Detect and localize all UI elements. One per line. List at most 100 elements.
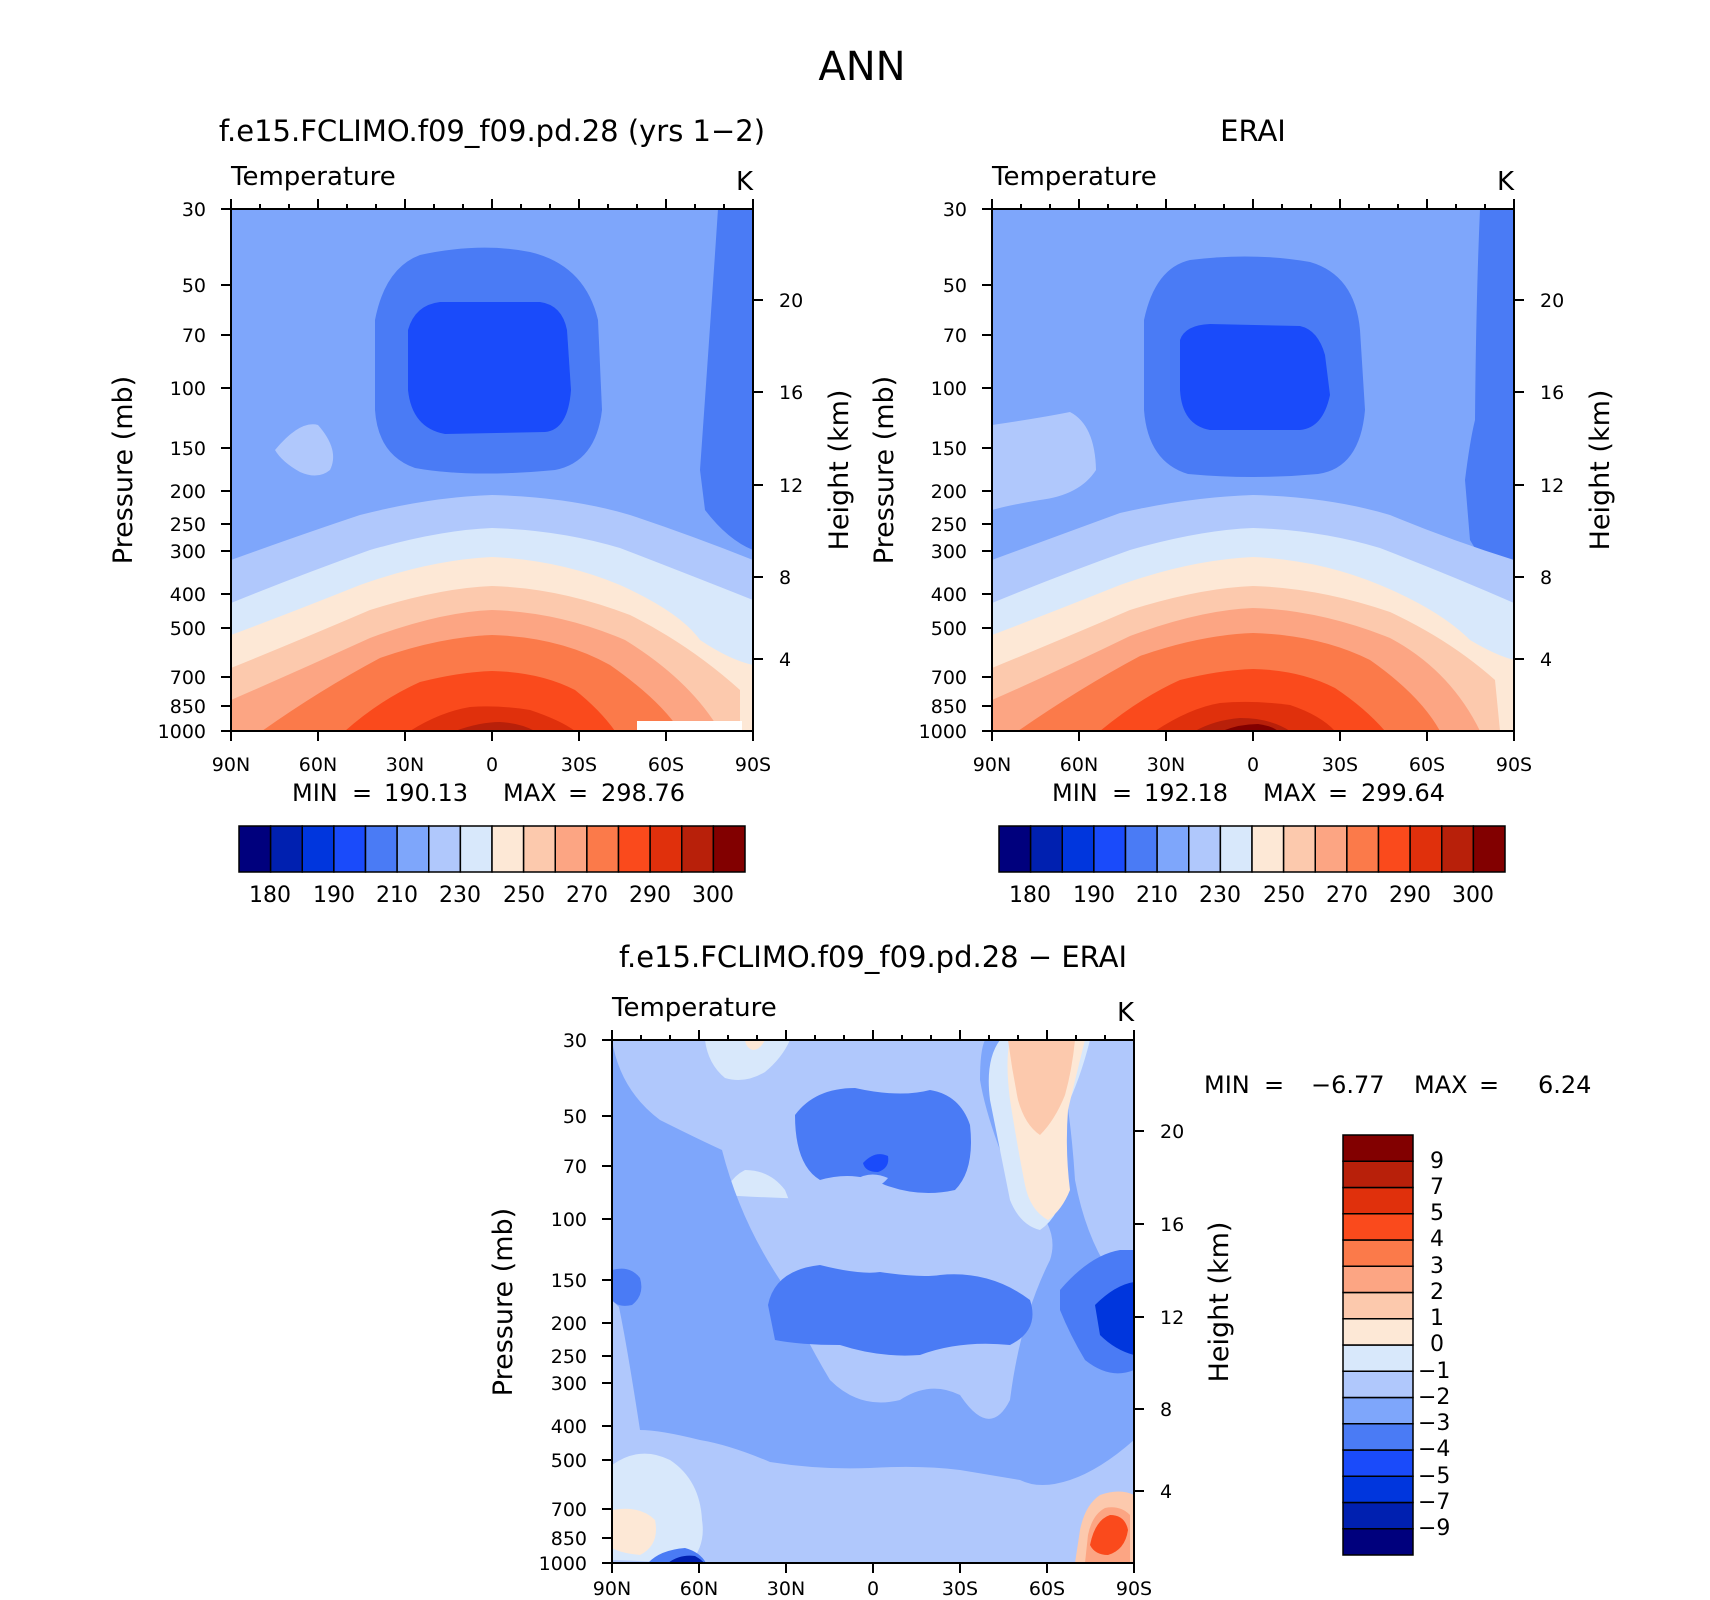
x-tick-label: 0 <box>867 1578 879 1600</box>
colorbar-swatch <box>491 825 525 873</box>
colorbar-label: 230 <box>439 883 481 908</box>
min-equals: = <box>1112 779 1132 807</box>
y-tick-label: 250 <box>551 1346 587 1368</box>
contour-fill <box>863 1154 889 1172</box>
colorbar-swatch <box>998 825 1032 873</box>
colorbar-swatch <box>1342 1423 1414 1451</box>
min-label: MIN <box>292 779 338 807</box>
x-tick-label: 60S <box>1409 754 1445 776</box>
max-label: MAX <box>503 779 557 807</box>
colorbar-swatch <box>1342 1291 1414 1320</box>
y-tick-label: 400 <box>551 1416 587 1438</box>
colorbar-label: 190 <box>1073 883 1115 908</box>
colorbar-label: 250 <box>503 883 545 908</box>
panel-obs: ERAI Temperature K 90N <box>869 114 1616 908</box>
y-tick-label: 150 <box>170 438 206 460</box>
colorbar-swatch <box>1342 1160 1414 1189</box>
x-tick-label: 90S <box>1116 1578 1152 1600</box>
colorbar-swatch <box>1409 825 1443 873</box>
colorbar-label: 0 <box>1430 1332 1444 1357</box>
y-tick-label: 200 <box>170 481 206 503</box>
colorbar-swatch <box>1342 1528 1414 1556</box>
y2-tick-label: 8 <box>779 567 791 589</box>
colorbar-swatch <box>1029 825 1063 873</box>
panel-diff-x-labels: 90N 60N 30N 0 30S 60S 90S <box>593 1578 1152 1600</box>
y-tick-label: 30 <box>182 199 206 221</box>
colorbar-label: 300 <box>1452 883 1494 908</box>
y-tick-label: 250 <box>170 514 206 536</box>
x-tick-label: 90S <box>735 754 771 776</box>
y2-tick-label: 4 <box>1540 649 1552 671</box>
panel-model-title: f.e15.FCLIMO.f09_f09.pd.28 (yrs 1−2) <box>219 114 765 148</box>
colorbar-swatch <box>301 825 335 873</box>
panel-diff-ylabel: Pressure (mb) <box>488 1208 519 1396</box>
contour-fill <box>700 209 753 550</box>
y-tick-label: 70 <box>943 325 967 347</box>
y-tick-label: 400 <box>931 584 967 606</box>
x-tick-label: 0 <box>486 754 498 776</box>
min-label: MIN <box>1052 779 1098 807</box>
panel-obs-left-label: Temperature <box>991 162 1157 192</box>
colorbar-swatch <box>1441 825 1475 873</box>
panel-diff-left-label: Temperature <box>611 993 777 1023</box>
x-tick-label: 30S <box>1322 754 1358 776</box>
colorbar-label: −4 <box>1418 1437 1450 1462</box>
panel-obs-colorbar <box>998 825 1506 873</box>
y-tick-label: 250 <box>931 514 967 536</box>
colorbar-swatch <box>1377 825 1411 873</box>
panel-diff-contours <box>612 1040 1134 1563</box>
colorbar-swatch <box>1342 1265 1414 1294</box>
x-tick-label: 30N <box>1147 754 1185 776</box>
colorbar-label: 9 <box>1430 1149 1444 1174</box>
contour-fill <box>668 1555 704 1563</box>
y-tick-label: 150 <box>551 1270 587 1292</box>
panel-model-left-label: Temperature <box>230 162 396 192</box>
y-tick-label: 400 <box>170 584 206 606</box>
y-tick-label: 1000 <box>158 721 206 743</box>
panel-diff-colorbar <box>1342 1134 1414 1556</box>
contour-fill <box>410 706 575 731</box>
contour-fill <box>1095 1282 1134 1355</box>
colorbar-label: −7 <box>1418 1490 1450 1515</box>
contour-fill <box>705 1040 790 1080</box>
y2-tick-label: 16 <box>1160 1214 1184 1236</box>
contour-fill <box>275 424 334 476</box>
max-label: MAX <box>1414 1071 1468 1099</box>
panel-model-minmax: MIN = 190.13 MAX = 298.76 <box>292 779 685 807</box>
colorbar-label: 190 <box>313 883 355 908</box>
colorbar-swatch <box>1156 825 1190 873</box>
colorbar-swatch <box>522 825 556 873</box>
panel-diff: f.e15.FCLIMO.f09_f09.pd.28 − ERAI Temper… <box>488 940 1591 1600</box>
panel-diff-x-ticks <box>611 1030 1135 1573</box>
colorbar-swatch <box>333 825 367 873</box>
missing-data-area <box>637 721 742 731</box>
panel-model-colorbar <box>238 825 746 873</box>
colorbar-swatch <box>1342 1213 1414 1241</box>
colorbar-label: 290 <box>629 883 671 908</box>
min-equals: = <box>352 779 372 807</box>
y-tick-label: 1000 <box>539 1553 587 1575</box>
y2-tick-label: 12 <box>1160 1307 1184 1329</box>
colorbar-label: −3 <box>1418 1411 1450 1436</box>
y2-tick-label: 4 <box>1160 1481 1172 1503</box>
colorbar-swatch <box>1282 825 1316 873</box>
x-tick-label: 30S <box>942 1578 978 1600</box>
panel-diff-y2label: Height (km) <box>1204 1222 1235 1383</box>
x-tick-label: 60S <box>1029 1578 1065 1600</box>
x-tick-label: 60N <box>299 754 337 776</box>
contour-fill <box>1090 1515 1128 1555</box>
x-tick-label: 90N <box>593 1578 631 1600</box>
colorbar-swatch <box>1342 1396 1414 1425</box>
y-tick-label: 50 <box>182 275 206 297</box>
y-tick-label: 500 <box>931 618 967 640</box>
max-equals: = <box>568 779 588 807</box>
panel-obs-title: ERAI <box>1220 114 1286 148</box>
panel-model-y-labels: 30 50 70 100 150 200 250 300 400 500 700… <box>158 199 206 743</box>
colorbar-swatch <box>554 825 588 873</box>
colorbar-label: 2 <box>1430 1280 1444 1305</box>
y2-tick-label: 20 <box>1160 1121 1184 1143</box>
panel-model-contours <box>231 209 753 731</box>
colorbar-label: 1 <box>1430 1306 1444 1331</box>
y2-tick-label: 12 <box>779 475 803 497</box>
